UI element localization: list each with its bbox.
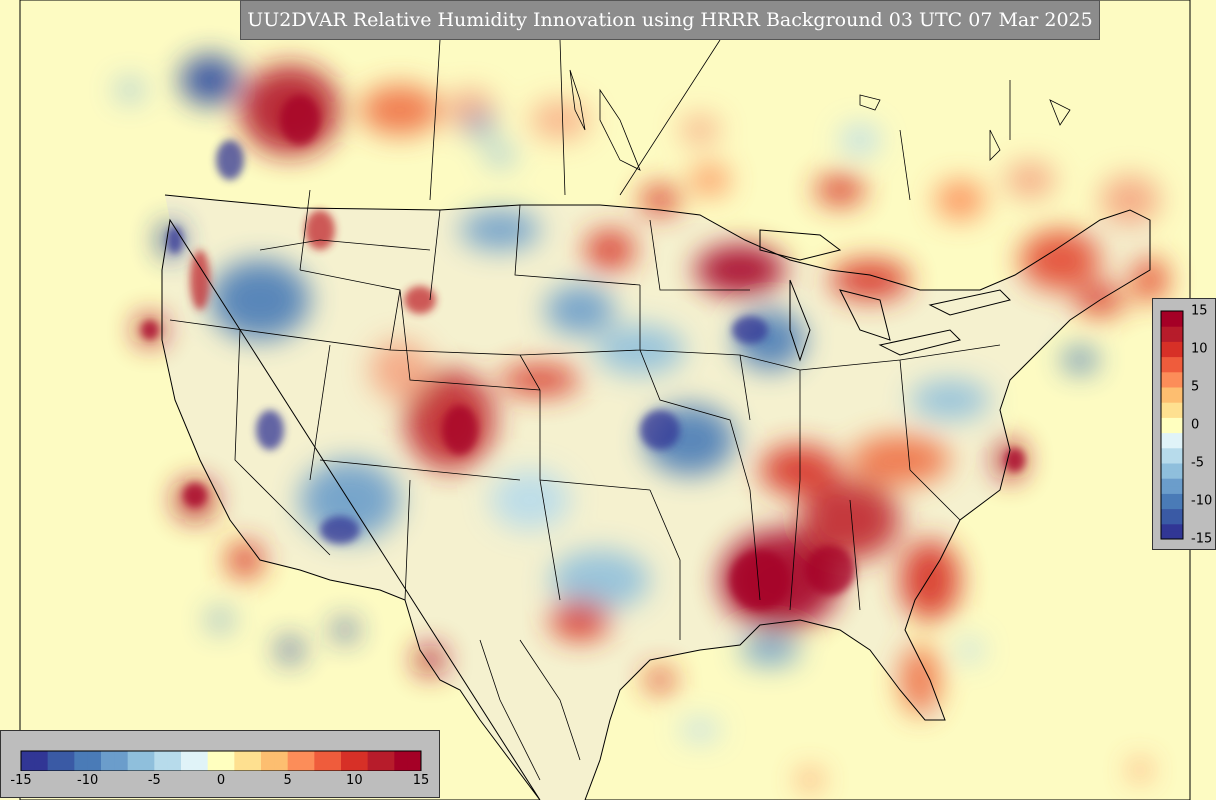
colorbar-swatch (47, 751, 62, 771)
colorbar-tick-label: 0 (216, 773, 226, 788)
colorbar-swatch (1161, 402, 1183, 411)
title-banner: UU2DVAR Relative Humidity Innovation usi… (240, 0, 1100, 40)
colorbar-tick-label: -5 (147, 773, 161, 788)
colorbar-swatch (1161, 523, 1183, 532)
colorbar-swatch (274, 751, 289, 771)
colorbar-swatch (1161, 455, 1183, 464)
colorbar-swatch (287, 751, 302, 771)
map-title: UU2DVAR Relative Humidity Innovation usi… (247, 9, 1093, 31)
colorbar-swatch (207, 751, 222, 771)
colorbar-tick-label: 10 (346, 773, 363, 788)
colorbar-swatch (354, 751, 369, 771)
colorbar-swatch (167, 751, 182, 771)
colorbar-swatch (1161, 341, 1183, 350)
colorbar-swatch (394, 751, 409, 771)
colorbar-swatch (261, 751, 275, 771)
colorbar-swatch (1161, 333, 1183, 342)
colorbar-swatch (141, 751, 155, 771)
colorbar-swatch (367, 751, 382, 771)
colorbar-swatch (1161, 501, 1183, 510)
colorbar-swatch (154, 751, 169, 771)
colorbar-tick-label: -10 (1191, 493, 1213, 509)
colorbar-swatch (221, 751, 235, 771)
colorbar-swatch (1161, 349, 1183, 358)
colorbar-swatch (1161, 318, 1183, 327)
colorbar-horizontal: -15 -10 -5 0 5 10 15 (0, 730, 440, 798)
colorbar-swatch (1161, 364, 1183, 373)
colorbar-swatch (1161, 508, 1183, 517)
colorbar-tick-label: 15 (412, 773, 430, 788)
colorbar-swatch (1161, 409, 1183, 418)
colorbar-swatch (87, 751, 102, 771)
colorbar-swatch (1161, 493, 1183, 502)
colorbar-swatch (234, 751, 249, 771)
borders (161, 39, 1151, 800)
colorbar-swatch (1161, 311, 1183, 320)
colorbar-swatch (1161, 371, 1183, 380)
colorbar-swatch (1161, 531, 1183, 540)
colorbar-swatch (1161, 440, 1183, 449)
canada-lakes (569, 69, 1071, 171)
state-lines (169, 189, 1001, 640)
colorbar-tick-label: 5 (283, 773, 292, 788)
colorbar-swatch (127, 751, 142, 771)
colorbar-outline (1160, 310, 1184, 540)
colorbar-tick-label: 10 (1191, 341, 1208, 357)
colorbar-swatch (1161, 379, 1183, 388)
coastline (161, 194, 1151, 800)
colorbar-swatch (407, 751, 422, 771)
colorbar-swatch (1161, 447, 1183, 456)
colorbar-tick-label: -10 (77, 773, 99, 788)
colorbar-swatch (381, 751, 395, 771)
colorbar-vertical-scale (1160, 310, 1184, 540)
great-lakes (759, 229, 1011, 362)
colorbar-tick-label: -15 (10, 773, 32, 788)
colorbar-tick-label: 0 (1191, 417, 1200, 433)
colorbar-swatch (1161, 485, 1183, 494)
colorbar-outline (20, 750, 422, 771)
colorbar-swatch (181, 751, 195, 771)
colorbar-swatch (1161, 516, 1183, 525)
colorbar-swatch (21, 751, 35, 771)
colorbar-tick-label: -5 (1191, 455, 1204, 471)
colorbar-swatch (74, 751, 89, 771)
colorbar-swatch (1161, 417, 1183, 426)
colorbar-swatch (1161, 387, 1183, 396)
colorbar-swatch (34, 751, 49, 771)
colorbar-swatch (341, 751, 355, 771)
colorbar-swatch (101, 751, 115, 771)
colorbar-swatch (247, 751, 262, 771)
colorbar-swatch (61, 751, 75, 771)
colorbar-swatch (1161, 463, 1183, 472)
colorbar-swatch (1161, 326, 1183, 335)
innovation-detail (141, 95, 1025, 610)
colorbar-swatch (114, 751, 129, 771)
mexico-borders (479, 639, 581, 781)
colorbar-swatch (1161, 478, 1183, 487)
colorbar-swatch (327, 751, 342, 771)
canada-borders (429, 39, 1011, 201)
colorbar-swatch (1161, 470, 1183, 479)
colorbar-swatch (301, 751, 315, 771)
colorbar-tick-label: 5 (1191, 379, 1200, 395)
colorbar-swatch (314, 751, 329, 771)
colorbar-swatch (1161, 425, 1183, 434)
colorbar-horizontal-scale (20, 750, 422, 771)
colorbar-tick-label: 15 (1191, 303, 1208, 319)
colorbar-vertical: 15 10 5 0 -5 -10 -15 (1152, 298, 1216, 550)
colorbar-swatch (1161, 432, 1183, 441)
colorbar-swatch (1161, 394, 1183, 403)
colorbar-tick-label: -15 (1191, 531, 1213, 547)
colorbar-swatch (194, 751, 209, 771)
colorbar-swatch (1161, 356, 1183, 365)
